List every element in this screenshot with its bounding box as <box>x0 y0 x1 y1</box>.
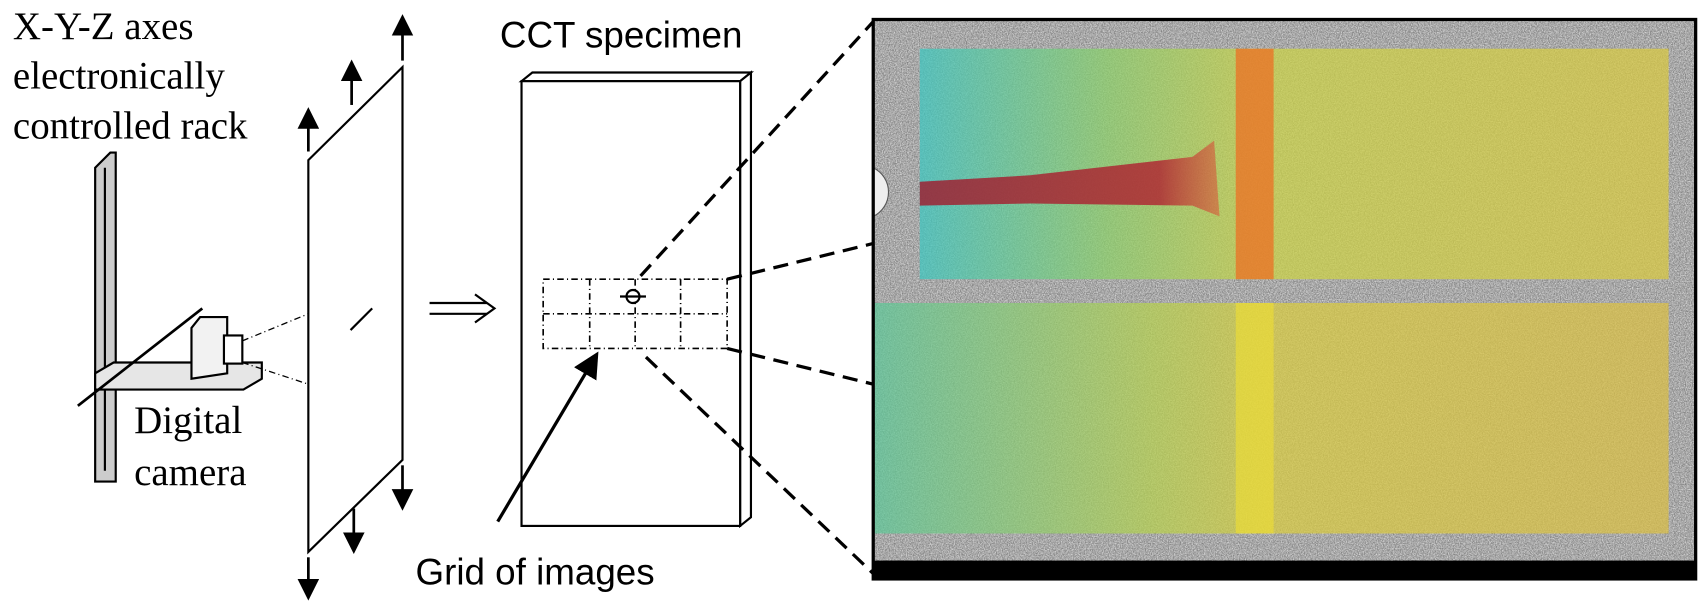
camera-label: Digital camera <box>134 399 246 494</box>
grid-label: Grid of images <box>415 551 654 592</box>
specimen <box>498 73 751 526</box>
label-line: X-Y-Z axes <box>13 5 194 48</box>
diagram: X-Y-Z axes electronically controlled rac… <box>0 0 1701 606</box>
strain-image <box>873 19 1695 578</box>
label-line: electronically <box>13 55 225 98</box>
label-line: Digital <box>134 399 242 442</box>
plate <box>308 19 402 595</box>
rack-label: X-Y-Z axes electronically controlled rac… <box>13 5 248 148</box>
label-line: camera <box>134 451 246 494</box>
implies-arrow <box>430 294 495 322</box>
specimen-label: CCT specimen <box>500 15 743 56</box>
label-line: controlled rack <box>13 105 248 148</box>
